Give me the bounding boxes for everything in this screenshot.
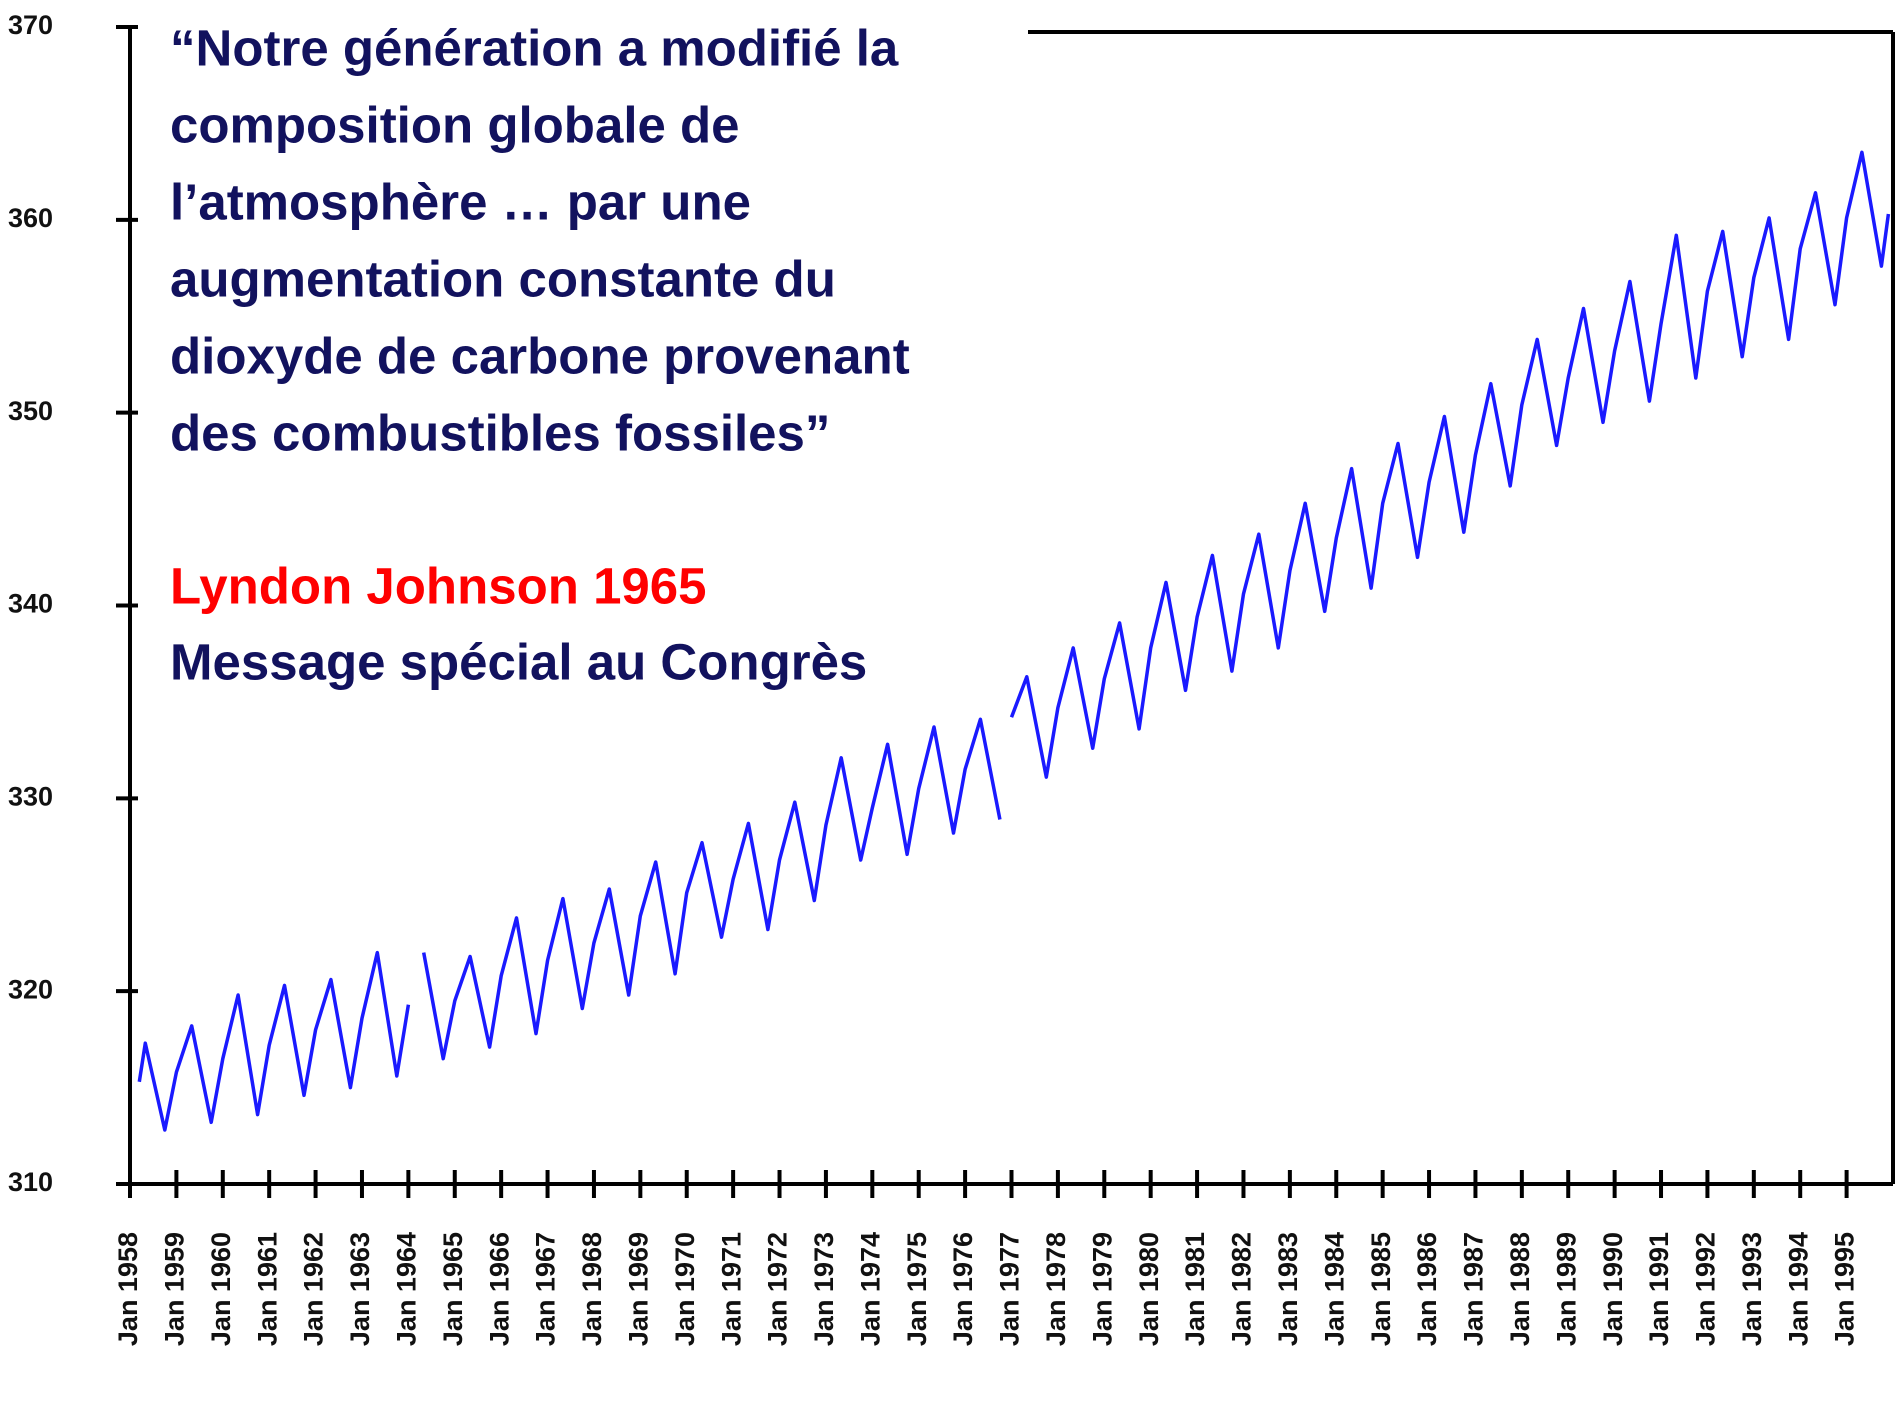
y-tick-label: 330 bbox=[8, 781, 53, 811]
x-tick-label: Jan 1979 bbox=[1087, 1232, 1117, 1346]
x-tick-label: Jan 1994 bbox=[1783, 1232, 1813, 1346]
x-tick-label: Jan 1971 bbox=[716, 1232, 746, 1346]
x-tick-label: Jan 1962 bbox=[299, 1232, 329, 1346]
x-tick-label: Jan 1967 bbox=[531, 1232, 561, 1346]
x-tick-label: Jan 1986 bbox=[1412, 1232, 1442, 1346]
x-tick-label: Jan 1966 bbox=[484, 1232, 514, 1346]
y-tick-label: 340 bbox=[8, 589, 53, 619]
x-tick-label: Jan 1992 bbox=[1691, 1232, 1721, 1346]
x-tick-label: Jan 1978 bbox=[1041, 1232, 1071, 1346]
x-tick-label: Jan 1977 bbox=[995, 1232, 1025, 1346]
co2-line bbox=[137, 150, 1891, 1132]
x-tick-label: Jan 1964 bbox=[391, 1232, 421, 1346]
x-tick-label: Jan 1984 bbox=[1319, 1232, 1349, 1346]
x-tick-label: Jan 1960 bbox=[206, 1232, 236, 1346]
quote-line: l’atmosphère … par une bbox=[170, 173, 751, 230]
x-tick-label: Jan 1970 bbox=[670, 1232, 700, 1346]
x-tick-label: Jan 1976 bbox=[948, 1232, 978, 1346]
x-tick-label: Jan 1983 bbox=[1273, 1232, 1303, 1346]
note-background bbox=[140, 10, 1020, 480]
x-tick-label: Jan 1969 bbox=[623, 1232, 653, 1346]
y-tick-label: 310 bbox=[8, 1167, 53, 1197]
quote-line: composition globale de bbox=[170, 96, 740, 153]
x-tick-label: Jan 1988 bbox=[1505, 1232, 1535, 1346]
x-tick-label: Jan 1980 bbox=[1134, 1232, 1164, 1346]
x-tick-label: Jan 1973 bbox=[809, 1232, 839, 1346]
y-tick-label: 350 bbox=[8, 396, 53, 426]
x-tick-label: Jan 1968 bbox=[577, 1232, 607, 1346]
x-tick-label: Jan 1958 bbox=[113, 1232, 143, 1346]
quote-line: “Notre génération a modifié la bbox=[170, 19, 899, 76]
y-tick-label: 360 bbox=[8, 203, 53, 233]
quote-line: des combustibles fossiles” bbox=[170, 404, 830, 461]
y-tick-label: 320 bbox=[8, 974, 53, 1004]
x-tick-label: Jan 1993 bbox=[1737, 1232, 1767, 1346]
x-tick-label: Jan 1982 bbox=[1227, 1232, 1257, 1346]
quote-line: dioxyde de carbone provenant bbox=[170, 327, 910, 384]
source: Message spécial au Congrès bbox=[170, 633, 867, 690]
x-tick-label: Jan 1987 bbox=[1459, 1232, 1489, 1346]
x-tick-label: Jan 1990 bbox=[1598, 1232, 1628, 1346]
x-tick-label: Jan 1975 bbox=[902, 1232, 932, 1346]
x-tick-label: Jan 1974 bbox=[855, 1232, 885, 1346]
x-tick-label: Jan 1985 bbox=[1366, 1232, 1396, 1346]
y-tick-label: 370 bbox=[8, 10, 53, 40]
x-tick-label: Jan 1965 bbox=[438, 1232, 468, 1346]
x-tick-label: Jan 1963 bbox=[345, 1232, 375, 1346]
x-tick-label: Jan 1961 bbox=[252, 1232, 282, 1346]
plot-area: 310 320 330 340 350 360 370 Jan 1958 Jan 1959 Jan… bbox=[8, 10, 1891, 1346]
x-tick-label: Jan 1995 bbox=[1830, 1232, 1860, 1346]
x-tick-label: Jan 1991 bbox=[1644, 1232, 1674, 1346]
annotations: Lyndon Johnson 1965 Message spécial au C… bbox=[140, 10, 1020, 690]
x-tick-label: Jan 1972 bbox=[763, 1232, 793, 1346]
quote-line: augmentation constante du bbox=[170, 250, 836, 307]
x-tick-label: Jan 1959 bbox=[160, 1232, 190, 1346]
x-tick-label: Jan 1989 bbox=[1551, 1232, 1581, 1346]
author: Lyndon Johnson 1965 bbox=[170, 557, 707, 614]
x-tick-label: Jan 1981 bbox=[1180, 1232, 1210, 1346]
